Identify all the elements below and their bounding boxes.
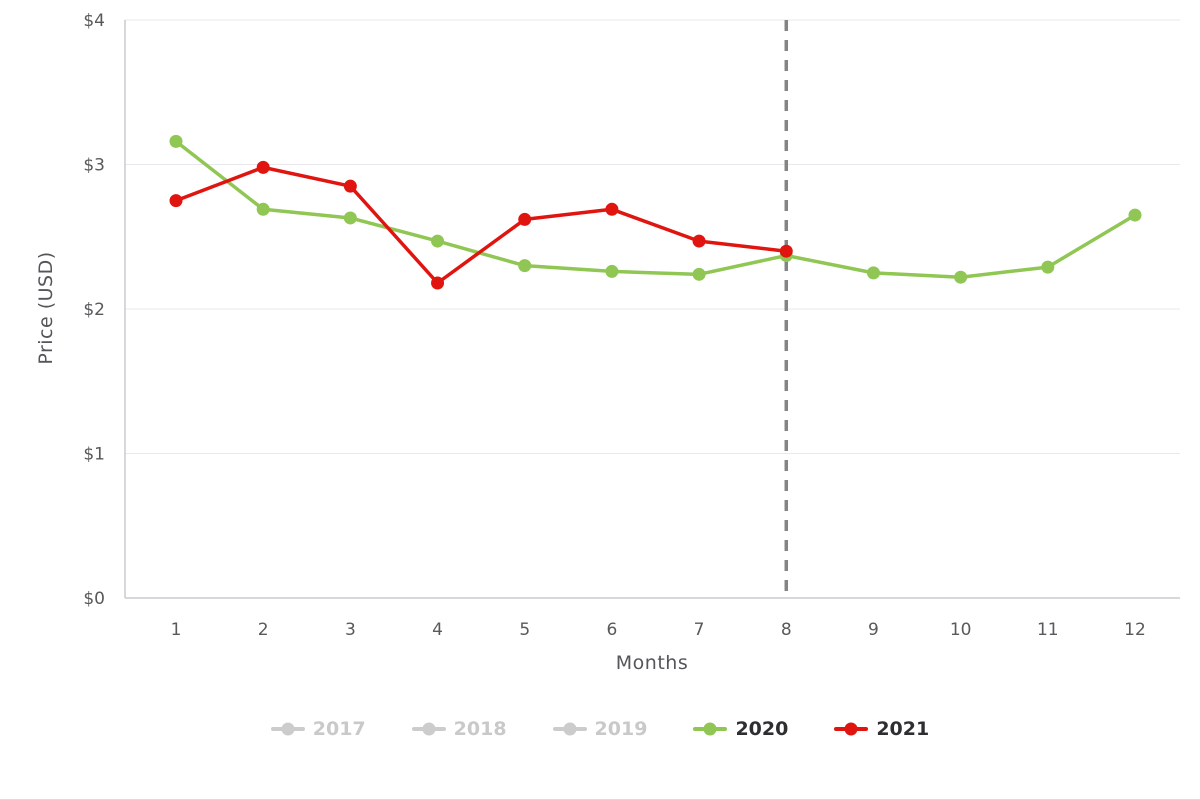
legend-label: 2021 (876, 718, 930, 740)
series-point-2021-1[interactable] (169, 194, 183, 208)
series-point-2020-1[interactable] (169, 134, 183, 148)
x-tick-label: 8 (781, 620, 792, 640)
series-point-2020-6[interactable] (605, 264, 619, 278)
legend-marker-icon (270, 722, 305, 737)
series-point-2021-6[interactable] (605, 202, 619, 216)
x-tick-label: 5 (519, 620, 530, 640)
series-point-2020-10[interactable] (954, 270, 968, 284)
legend-item-2021[interactable]: 2021 (834, 718, 929, 740)
series-point-2020-9[interactable] (866, 266, 880, 280)
x-axis-title: Months (615, 652, 689, 674)
y-tick-label: $3 (83, 156, 105, 176)
series-point-2020-3[interactable] (343, 211, 357, 225)
x-tick-label: 1 (171, 620, 182, 640)
series-point-2021-4[interactable] (431, 276, 445, 290)
legend-label: 2020 (735, 718, 789, 740)
series-point-2021-8[interactable] (779, 244, 793, 258)
series-point-2020-4[interactable] (431, 234, 445, 248)
legend-item-2018[interactable]: 2018 (411, 718, 507, 740)
y-axis-title: Price (USD) (35, 251, 57, 365)
x-tick-label: 3 (345, 620, 356, 640)
x-tick-label: 4 (432, 620, 443, 640)
series-point-2020-5[interactable] (518, 259, 532, 273)
legend-marker-icon (693, 722, 728, 737)
x-tick-label: 7 (694, 620, 705, 640)
series-point-2021-2[interactable] (256, 160, 270, 174)
legend-item-2020[interactable]: 2020 (693, 718, 788, 740)
series-point-2020-2[interactable] (256, 202, 270, 216)
series-point-2021-3[interactable] (343, 179, 357, 193)
legend-item-2017[interactable]: 2017 (270, 718, 366, 740)
series-line-2020 (174, 139, 1137, 279)
chart-legend: 2017 2018 2019 2020 2021 (0, 718, 1200, 740)
series-point-2021-5[interactable] (518, 212, 532, 226)
series-point-2020-7[interactable] (692, 267, 706, 281)
y-tick-label: $4 (83, 11, 105, 31)
x-tick-label: 12 (1124, 620, 1146, 640)
legend-label: 2018 (453, 718, 507, 740)
legend-label: 2019 (594, 718, 648, 740)
line-chart-plot-area: $0$1$2$3$41 2 3 4 5 6 7 8 9 10 11 12 (83, 11, 1180, 640)
legend-item-2019[interactable]: 2019 (552, 718, 648, 740)
legend-label: 2017 (312, 718, 366, 740)
series-line-2021 (174, 165, 789, 285)
legend-marker-icon (411, 722, 446, 737)
legend-marker-icon (834, 722, 869, 737)
x-tick-label: 9 (868, 620, 879, 640)
series-point-2020-11[interactable] (1041, 260, 1055, 274)
x-tick-label: 6 (606, 620, 617, 640)
legend-marker-icon (552, 722, 587, 737)
y-tick-label: $2 (83, 300, 105, 320)
series-point-2020-12[interactable] (1128, 208, 1142, 222)
x-tick-label: 10 (950, 620, 972, 640)
x-tick-label: 11 (1037, 620, 1059, 640)
x-tick-label: 2 (258, 620, 269, 640)
y-tick-label: $1 (83, 445, 105, 465)
series-point-2021-7[interactable] (692, 234, 706, 248)
y-tick-label: $0 (83, 589, 105, 609)
